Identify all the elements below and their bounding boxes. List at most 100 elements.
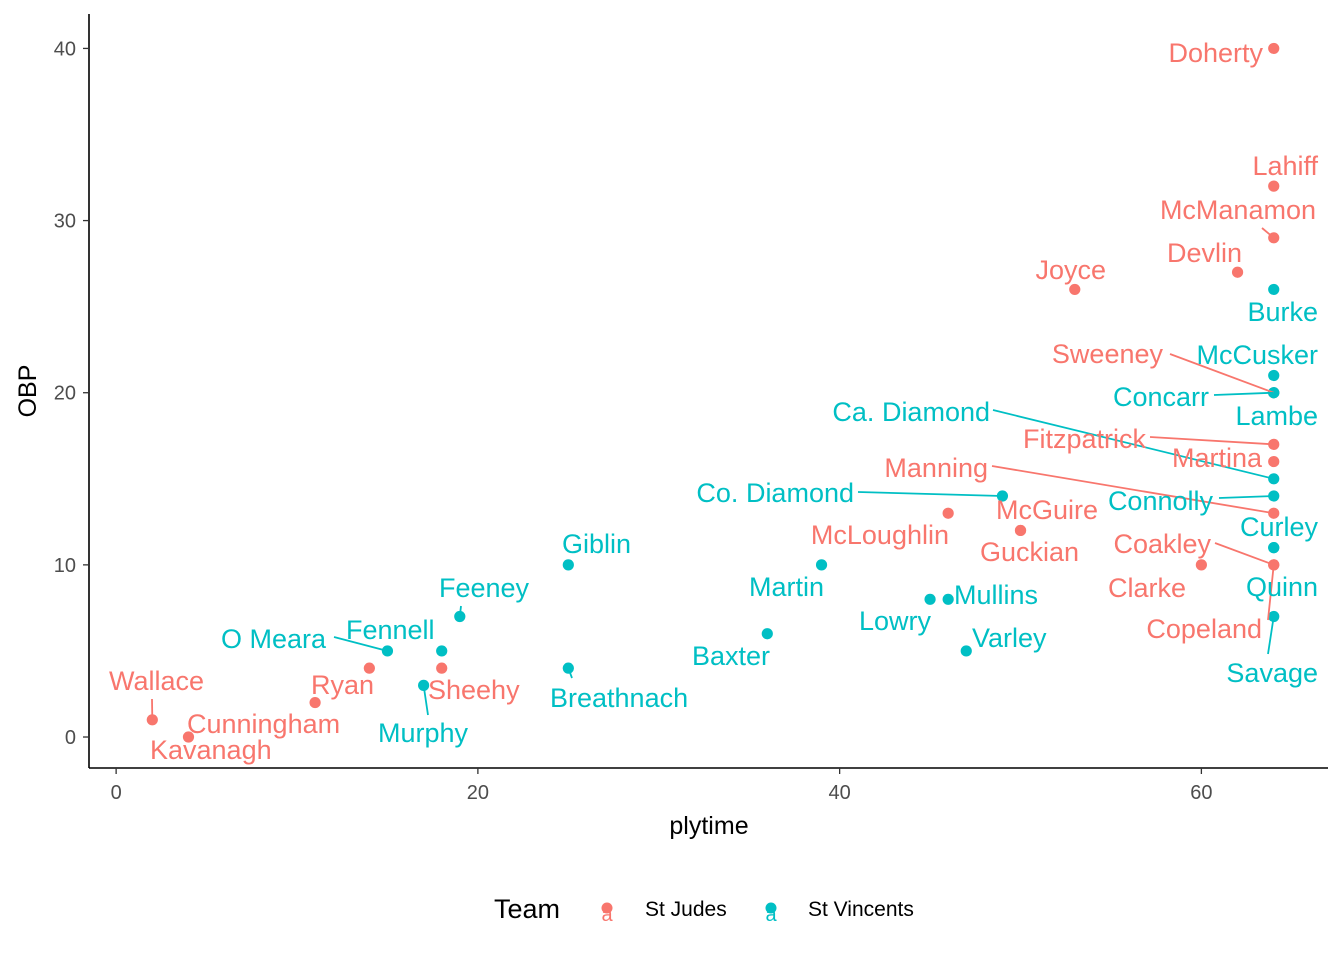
point-feeney bbox=[454, 610, 466, 623]
point-label-ca-diamond: Ca. Diamond bbox=[832, 397, 990, 427]
point-label-kavanagh: Kavanagh bbox=[150, 735, 272, 765]
y-tick-label: 30 bbox=[54, 211, 76, 233]
point-varley bbox=[960, 645, 972, 657]
point-label-martina: Martina bbox=[1172, 443, 1263, 473]
x-axis-title: plytime bbox=[669, 812, 748, 840]
point-label-joyce: Joyce bbox=[1035, 255, 1106, 285]
point-lahiff bbox=[1268, 180, 1280, 192]
point-label-mcguire: McGuire bbox=[996, 495, 1098, 525]
label-segment-savage bbox=[1267, 616, 1275, 655]
point-guckian bbox=[1014, 524, 1027, 537]
x-tick-label: 20 bbox=[467, 782, 489, 804]
point-label-fennell: Fennell bbox=[346, 615, 435, 645]
label-segment-coakley bbox=[1214, 542, 1275, 566]
point-label-copeland: Copeland bbox=[1146, 614, 1262, 644]
legend-entry-st-judes: a St Judes bbox=[601, 898, 726, 926]
point-clarke bbox=[1195, 559, 1207, 571]
point-martina bbox=[1268, 455, 1280, 468]
legend-key-st-judes bbox=[601, 902, 613, 914]
point-o-meara bbox=[381, 645, 394, 657]
label-segments-layer bbox=[151, 227, 1275, 720]
y-axis-title: OBP bbox=[14, 365, 42, 418]
x-tick-label: 40 bbox=[829, 782, 851, 804]
point-label-guckian: Guckian bbox=[980, 537, 1079, 567]
legend-label-st-judes: St Judes bbox=[645, 898, 727, 921]
point-label-ryan: Ryan bbox=[311, 670, 374, 700]
label-segment-sweeney bbox=[1169, 353, 1275, 394]
legend-title: Team bbox=[494, 894, 560, 924]
point-baxter bbox=[761, 628, 773, 640]
point-fennell bbox=[436, 645, 448, 657]
point-quinn bbox=[1268, 542, 1280, 554]
point-label-giblin: Giblin bbox=[562, 529, 631, 559]
label-segment-mcmanamon bbox=[1261, 227, 1275, 239]
point-mcloughlin bbox=[942, 507, 954, 519]
point-label-cunningham: Cunningham bbox=[187, 709, 340, 739]
point-label-mccusker: McCusker bbox=[1196, 340, 1318, 370]
point-label-feeney: Feeney bbox=[439, 573, 530, 603]
point-label-varley: Varley bbox=[972, 623, 1047, 653]
label-segment-feeney bbox=[458, 605, 462, 617]
point-burke bbox=[1268, 283, 1280, 296]
point-label-concarr: Concarr bbox=[1113, 382, 1209, 412]
point-labels-layer: Doherty Lahiff McManamon Devlin Joyce Sweeney… bbox=[109, 38, 1319, 765]
point-cunningham bbox=[309, 696, 321, 709]
point-label-martin: Martin bbox=[749, 572, 824, 602]
label-segment-manning bbox=[991, 465, 1274, 515]
legend-key-letter-st-vincents: a bbox=[765, 904, 777, 926]
label-segment-concarr bbox=[1213, 391, 1274, 396]
point-mccusker bbox=[1268, 369, 1280, 382]
y-tick-label: 10 bbox=[54, 555, 76, 577]
label-segment-connolly bbox=[1218, 495, 1274, 499]
label-segment-ca-diamond bbox=[992, 409, 1274, 480]
y-tick-label: 20 bbox=[54, 383, 76, 405]
legend-label-st-vincents: St Vincents bbox=[808, 898, 914, 921]
legend-key-letter-st-judes: a bbox=[601, 904, 613, 926]
point-label-sweeney: Sweeney bbox=[1052, 339, 1164, 369]
point-label-clarke: Clarke bbox=[1108, 573, 1186, 603]
point-label-breathnach: Breathnach bbox=[550, 683, 688, 713]
point-label-mcmanamon: McManamon bbox=[1160, 195, 1316, 225]
point-ryan bbox=[363, 662, 375, 674]
point-kavanagh bbox=[182, 731, 195, 743]
point-label-quinn: Quinn bbox=[1246, 572, 1318, 602]
x-tick-label: 60 bbox=[1190, 782, 1212, 804]
point-label-burke: Burke bbox=[1247, 297, 1318, 327]
point-label-co-diamond: Co. Diamond bbox=[696, 478, 854, 508]
point-label-wallace: Wallace bbox=[109, 666, 204, 696]
point-label-baxter: Baxter bbox=[692, 641, 770, 671]
label-segment-o-meara bbox=[333, 636, 388, 652]
legend-key-st-vincents bbox=[765, 902, 777, 914]
x-tick-label: 0 bbox=[111, 782, 122, 804]
point-label-curley: Curley bbox=[1240, 512, 1319, 542]
point-label-mcloughlin: McLoughlin bbox=[811, 520, 949, 550]
point-label-connolly: Connolly bbox=[1108, 486, 1214, 516]
point-label-savage: Savage bbox=[1226, 658, 1318, 688]
y-tick-label: 0 bbox=[65, 727, 76, 749]
legend-entry-st-vincents: a St Vincents bbox=[765, 898, 913, 926]
point-label-o-meara: O Meara bbox=[221, 624, 327, 654]
label-segment-copeland bbox=[1267, 564, 1275, 621]
point-mullins bbox=[942, 593, 954, 605]
point-sheehy bbox=[436, 662, 448, 674]
point-joyce bbox=[1069, 283, 1081, 296]
point-label-manning: Manning bbox=[884, 453, 988, 483]
point-label-fitzpatrick: Fitzpatrick bbox=[1023, 424, 1147, 454]
point-label-sheehy: Sheehy bbox=[428, 675, 520, 705]
label-segment-co-diamond bbox=[857, 491, 1003, 497]
legend: Team a St Judes a St Vincents bbox=[494, 894, 914, 926]
point-martin bbox=[815, 559, 828, 571]
point-label-lowry: Lowry bbox=[859, 606, 932, 636]
point-giblin bbox=[562, 559, 574, 571]
point-label-devlin: Devlin bbox=[1167, 238, 1242, 268]
point-devlin bbox=[1231, 266, 1244, 278]
label-segment-murphy bbox=[422, 685, 429, 716]
point-label-murphy: Murphy bbox=[378, 718, 469, 748]
label-segment-fitzpatrick bbox=[1149, 436, 1274, 446]
point-label-lahiff: Lahiff bbox=[1252, 151, 1318, 181]
point-label-mullins: Mullins bbox=[954, 580, 1038, 610]
label-segment-breathnach bbox=[567, 667, 573, 679]
point-label-coakley: Coakley bbox=[1113, 529, 1211, 559]
point-doherty bbox=[1268, 42, 1280, 55]
